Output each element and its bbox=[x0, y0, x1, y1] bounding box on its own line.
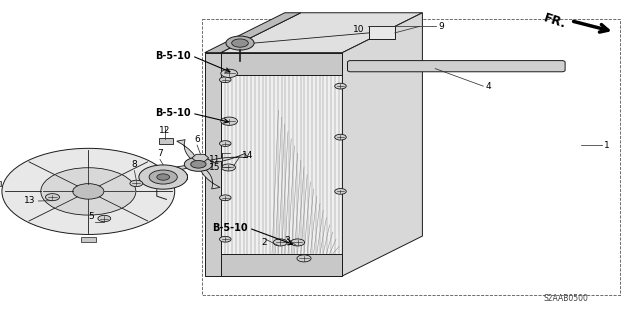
Polygon shape bbox=[221, 53, 342, 276]
FancyBboxPatch shape bbox=[348, 61, 565, 72]
Text: 7: 7 bbox=[157, 149, 163, 158]
Text: 2: 2 bbox=[261, 238, 266, 247]
Text: B-5-10: B-5-10 bbox=[155, 51, 191, 61]
Circle shape bbox=[291, 239, 305, 246]
Bar bbox=[81, 237, 96, 242]
Polygon shape bbox=[342, 13, 422, 276]
Text: 13: 13 bbox=[24, 196, 36, 205]
Text: 5: 5 bbox=[89, 212, 94, 221]
Circle shape bbox=[73, 184, 104, 199]
Circle shape bbox=[220, 141, 231, 146]
Circle shape bbox=[220, 77, 231, 83]
Bar bbox=[172, 174, 188, 179]
Circle shape bbox=[221, 164, 236, 171]
Circle shape bbox=[45, 194, 60, 201]
Polygon shape bbox=[221, 53, 342, 75]
Text: 15: 15 bbox=[209, 163, 220, 172]
Circle shape bbox=[226, 36, 254, 50]
Text: 1: 1 bbox=[604, 141, 610, 150]
Circle shape bbox=[335, 189, 346, 194]
Text: FR.: FR. bbox=[542, 12, 568, 32]
Circle shape bbox=[220, 195, 231, 201]
Circle shape bbox=[139, 165, 188, 189]
Text: 6: 6 bbox=[195, 135, 200, 144]
Circle shape bbox=[149, 170, 177, 184]
Circle shape bbox=[191, 160, 206, 168]
Text: B-5-10: B-5-10 bbox=[155, 108, 191, 118]
Circle shape bbox=[273, 239, 287, 246]
Circle shape bbox=[184, 157, 212, 171]
Circle shape bbox=[335, 83, 346, 89]
Polygon shape bbox=[205, 53, 221, 276]
Circle shape bbox=[2, 148, 175, 234]
Circle shape bbox=[297, 255, 311, 262]
Text: B-5-10: B-5-10 bbox=[212, 223, 248, 233]
Text: 8: 8 bbox=[132, 160, 137, 169]
Text: 11: 11 bbox=[209, 155, 220, 164]
Text: 9: 9 bbox=[438, 22, 444, 31]
Bar bbox=[159, 138, 173, 144]
Circle shape bbox=[232, 39, 248, 47]
Circle shape bbox=[221, 117, 237, 125]
Circle shape bbox=[41, 168, 136, 215]
Text: 3: 3 bbox=[284, 236, 289, 245]
Circle shape bbox=[335, 134, 346, 140]
Polygon shape bbox=[205, 13, 301, 53]
Text: 10: 10 bbox=[353, 25, 365, 34]
Polygon shape bbox=[177, 140, 196, 159]
Polygon shape bbox=[149, 165, 188, 175]
Text: 4: 4 bbox=[485, 82, 491, 91]
Text: 14: 14 bbox=[242, 151, 253, 160]
Circle shape bbox=[221, 69, 237, 78]
Polygon shape bbox=[221, 254, 342, 276]
Polygon shape bbox=[221, 13, 422, 53]
Circle shape bbox=[157, 174, 170, 180]
Polygon shape bbox=[200, 169, 220, 189]
Text: S2AAB0500: S2AAB0500 bbox=[544, 294, 589, 303]
Bar bbox=[0, 182, 1, 187]
Bar bbox=[369, 26, 395, 39]
Circle shape bbox=[130, 180, 143, 187]
Circle shape bbox=[98, 215, 111, 222]
Polygon shape bbox=[209, 153, 248, 163]
Text: 12: 12 bbox=[159, 126, 171, 135]
Circle shape bbox=[220, 236, 231, 242]
